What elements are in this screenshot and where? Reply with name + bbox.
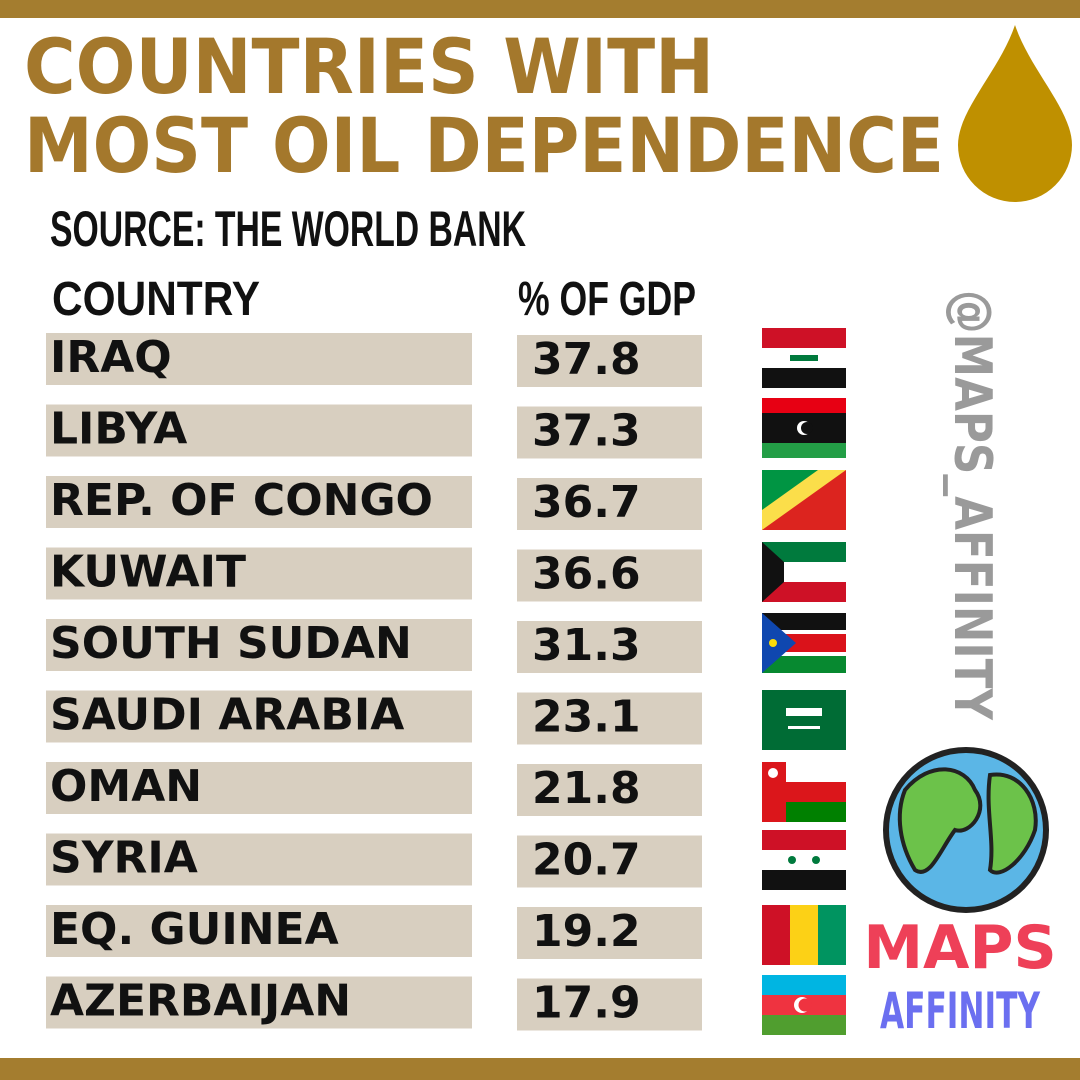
gdp-share: 20.7 <box>532 835 641 886</box>
gdp-share: 37.8 <box>532 334 641 385</box>
bottom-bar <box>0 1058 1080 1080</box>
globe <box>883 747 1049 913</box>
country-cell <box>46 833 472 886</box>
column-header: COUNTRY <box>52 273 260 326</box>
country-cell <box>46 976 472 1029</box>
country-cell <box>46 762 472 814</box>
flag <box>762 470 846 530</box>
flag <box>762 328 846 388</box>
country-cell <box>46 690 472 743</box>
country-name: IRAQ <box>50 332 172 383</box>
value-cell <box>517 764 702 816</box>
gdp-share: 36.7 <box>532 477 641 528</box>
country-name: KUWAIT <box>50 547 246 598</box>
value-cell <box>517 692 702 745</box>
value-cell <box>517 621 702 673</box>
column-header: % OF GDP <box>518 273 696 326</box>
country-name: LIBYA <box>50 404 187 455</box>
gdp-share: 23.1 <box>532 692 641 743</box>
flag <box>762 542 846 602</box>
country-cell <box>46 333 472 385</box>
logo-line: AFFINITY <box>880 982 1040 1040</box>
gdp-share: 21.8 <box>532 763 641 814</box>
gdp-share: 17.9 <box>532 978 641 1029</box>
country-name: AZERBAIJAN <box>50 976 351 1027</box>
value-cell <box>517 406 702 459</box>
value-cell <box>517 478 702 530</box>
logo-line: MAPS <box>863 913 1056 983</box>
flag <box>762 398 846 458</box>
value-cell <box>517 549 702 602</box>
value-cell <box>517 835 702 888</box>
country-name: SOUTH SUDAN <box>50 618 412 669</box>
country-cell <box>46 404 472 457</box>
gdp-share: 19.2 <box>532 906 641 957</box>
country-cell <box>46 547 472 600</box>
country-name: EQ. GUINEA <box>50 904 339 955</box>
oil-drop <box>958 25 1072 202</box>
value-cell <box>517 335 702 387</box>
country-cell <box>46 619 472 671</box>
value-cell <box>517 978 702 1031</box>
flag <box>762 613 846 673</box>
flag <box>762 975 846 1035</box>
country-name: REP. OF CONGO <box>50 475 433 526</box>
country-name: OMAN <box>50 761 202 812</box>
flags <box>762 328 846 1035</box>
flag <box>762 830 846 890</box>
title-line: COUNTRIES WITH <box>24 22 714 111</box>
flag <box>762 762 846 822</box>
country-name: SYRIA <box>50 833 198 884</box>
watermark: @MAPS_AFFINITY <box>942 290 1002 721</box>
gdp-share: 31.3 <box>532 620 641 671</box>
country-cell <box>46 905 472 957</box>
gdp-share: 36.6 <box>532 549 641 600</box>
value-cell <box>517 907 702 959</box>
source: SOURCE: THE WORLD BANK <box>50 201 526 257</box>
country-name: SAUDI ARABIA <box>50 690 404 741</box>
title-line: MOST OIL DEPENDENCE <box>24 101 944 190</box>
gdp-share: 37.3 <box>532 406 641 457</box>
top-bar <box>0 0 1080 18</box>
flag <box>762 905 846 965</box>
flag <box>762 690 846 750</box>
country-cell <box>46 476 472 528</box>
